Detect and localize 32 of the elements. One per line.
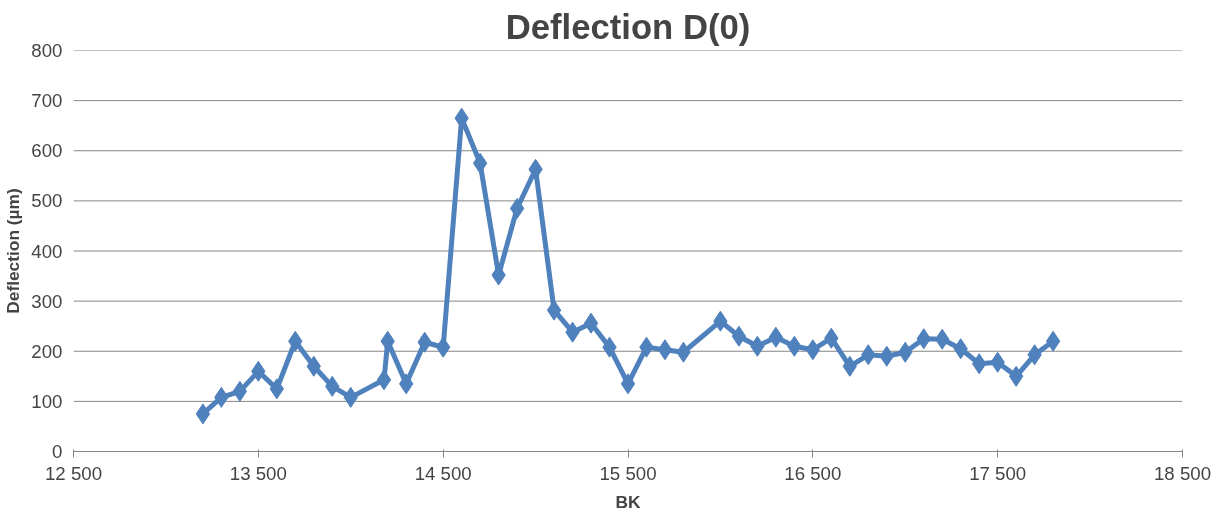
point — [1008, 365, 1024, 387]
point — [509, 197, 525, 219]
point — [195, 403, 211, 425]
point — [583, 312, 599, 334]
point — [376, 369, 392, 391]
y-tick-label: 400 — [31, 240, 63, 262]
y-tick-label: 700 — [31, 90, 63, 112]
chart-title: Deflection D(0) — [505, 7, 751, 46]
y-tick-label: 100 — [31, 390, 63, 412]
point — [232, 380, 248, 402]
y-tick-label: 800 — [31, 40, 63, 61]
point — [1045, 330, 1061, 352]
point — [472, 152, 488, 174]
x-tick-label: 18 500 — [1153, 462, 1212, 484]
x-tick-label: 12 500 — [44, 462, 103, 484]
point — [620, 373, 636, 395]
point — [657, 339, 673, 361]
y-tick-label: 600 — [31, 140, 63, 162]
point — [731, 325, 747, 347]
y-axis-title: Deflection (µm) — [3, 188, 24, 314]
point — [768, 326, 784, 348]
x-tick-label: 16 500 — [784, 462, 842, 484]
y-tick-label: 0 — [52, 441, 63, 462]
y-tick-label: 500 — [31, 190, 63, 212]
y-tick-label: 300 — [31, 290, 63, 312]
x-tick-label: 14 500 — [414, 462, 472, 484]
x-axis-title: BK — [615, 491, 641, 512]
x-tick-label: 17 500 — [969, 462, 1027, 484]
x-tick-label: 13 500 — [229, 462, 287, 484]
point — [546, 299, 562, 321]
x-tick-label: 15 500 — [599, 462, 657, 484]
y-tick-label: 200 — [31, 340, 63, 362]
